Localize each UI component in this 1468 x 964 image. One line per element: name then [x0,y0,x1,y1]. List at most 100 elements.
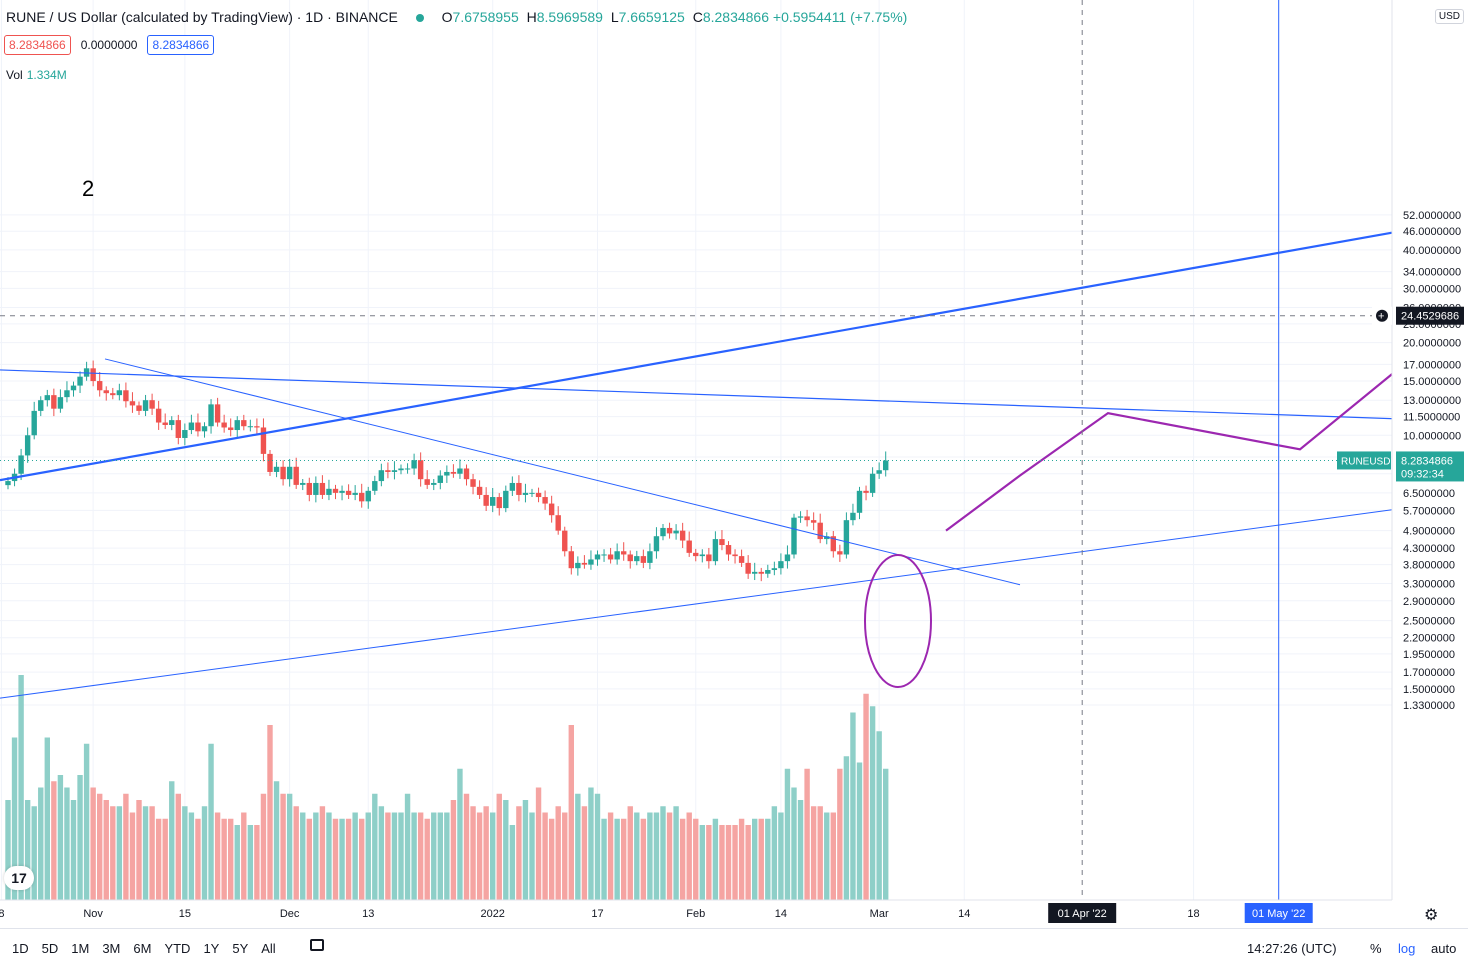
range-button-5d[interactable]: 5D [41,941,59,956]
candle-body [378,470,385,482]
price-tick-label: 4.3000000 [1403,543,1455,555]
range-button-3m[interactable]: 3M [102,941,121,956]
volume-bar [188,812,195,900]
volume-bar [280,793,286,900]
volume-bar [765,818,771,900]
candle-body [57,397,64,409]
trend-line-descending [104,358,1021,586]
time-axis-highlight-bg [1244,903,1313,923]
time-tick-label: 15 [179,908,191,920]
price-tick-label: 34.0000000 [1403,267,1461,279]
last-price-label: 8.2834866 [1401,455,1453,467]
volume-bar [548,818,555,900]
high-value: 8.5969589 [536,9,603,25]
candle-body [391,470,398,472]
candle-body [136,405,142,411]
candle-body [804,516,810,521]
volume-bar [476,812,483,900]
volume-bar [621,818,627,900]
calendar-icon[interactable] [310,939,324,951]
candle-body [372,481,378,491]
volume-bar [44,737,50,900]
settings-gear-icon[interactable]: ⚙ [1424,907,1439,924]
volume-bar [568,725,574,900]
volume-bar [817,806,823,900]
time-tick-label: Mar [870,908,889,920]
range-button-5y[interactable]: 5Y [232,941,249,956]
candle-body [719,539,725,546]
buy-button[interactable]: 8.2834866 [147,35,215,55]
currency-select[interactable]: USD [1434,9,1464,24]
volume-bar [797,800,804,900]
price-tick-label: 30.0000000 [1403,283,1461,295]
candle-body [647,551,653,563]
price-tick-label: 2.5000000 [1403,616,1455,628]
volume-bar [575,793,581,900]
volume-bar [273,781,280,900]
candle-body [850,512,856,521]
candle-body [326,488,332,495]
candle-body [621,551,627,555]
candle-body [725,545,732,555]
candle-body [18,455,24,474]
log-toggle[interactable]: log [1398,941,1416,956]
percent-toggle[interactable]: % [1370,941,1382,956]
range-buttons: 1D 5D 1M 3M 6M YTD 1Y 5Y All [12,941,276,956]
candle-body [208,404,214,427]
price-tick-label: 1.9500000 [1403,649,1455,661]
time-tick-label: 17 [591,908,603,920]
range-button-1y[interactable]: 1Y [203,941,220,956]
range-button-ytd[interactable]: YTD [164,941,191,956]
range-button-1d[interactable]: 1D [12,941,29,956]
candle-body [175,420,181,438]
volume-bar [450,800,457,900]
candle-body [509,482,516,491]
volume-bar [110,806,116,900]
candle-body [653,536,660,552]
volume-bar [850,712,856,900]
time-tick-label: 13 [362,908,374,920]
candle-body [778,561,784,569]
volume-bar [182,806,188,900]
volume-bar [162,818,168,900]
candle-body [607,554,614,560]
volume-bar [529,812,535,900]
volume-bar [286,793,293,900]
candle-body [228,427,234,431]
add-alert-plus: + [1378,311,1384,323]
range-button-1m[interactable]: 1M [71,941,90,956]
volume-bar [758,818,764,900]
time-axis-bg [0,900,1468,928]
candle-body [542,497,548,504]
market-status-icon [415,13,424,22]
candle-body [876,470,882,474]
candle-body [214,404,221,423]
auto-toggle[interactable]: auto [1431,941,1457,956]
range-button-all[interactable]: All [261,941,276,956]
price-tick-label: 11.5000000 [1403,412,1460,424]
price-chart[interactable]: 52.0000000 46.0000000 40.0000000 34.0000000… [0,0,1468,928]
candle-body [817,522,823,540]
projection-path [945,373,1393,532]
volume-bar [195,818,201,900]
volume-bar [57,775,64,900]
candle-body [195,422,201,432]
candle-body [568,551,574,569]
volume-bar [208,743,214,900]
volume-bar [883,768,889,900]
high-label: H [526,9,537,25]
volume-bar [326,812,332,900]
volume-bar [457,768,463,900]
price-tick-label: 3.8000000 [1403,560,1455,572]
symbol-title[interactable]: RUNE / US Dollar (calculated by TradingV… [6,9,398,25]
range-button-6m[interactable]: 6M [133,941,152,956]
price-tick-label: 2.2000000 [1403,633,1455,645]
volume-bar [300,812,306,900]
sell-button[interactable]: 8.2834866 [4,35,71,55]
volume-bar [97,793,103,900]
candle-body [627,554,633,562]
volume-bar [313,812,319,900]
clock-readout[interactable]: 14:27:26 (UTC) [1247,941,1337,956]
low-value: 7.6659125 [618,9,685,25]
time-tick-label: 2022 [480,908,504,920]
